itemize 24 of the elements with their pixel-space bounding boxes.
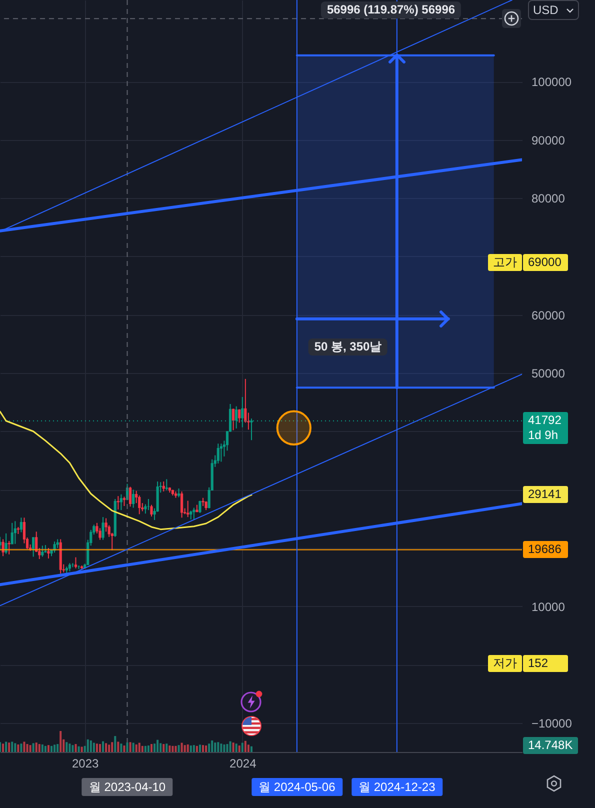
y-tick-label: 50000: [532, 366, 566, 381]
dropdown: USD: [528, 0, 579, 20]
annotation: 저가: [493, 656, 517, 672]
ref-line-label: 월 2024-05-06: [258, 780, 336, 794]
y-tick-label: 60000: [532, 308, 566, 322]
y-tick-label: 10000: [532, 600, 566, 614]
y-tick-label: −10000: [532, 716, 572, 730]
y-tick-label: 80000: [532, 192, 566, 206]
annotation: 50 봉, 350날: [308, 338, 388, 356]
ref-line-label: 월 2023-04-10: [88, 780, 166, 794]
text: 152: [528, 656, 550, 672]
y-tick-label: 90000: [532, 133, 566, 148]
annotation: 56996 (119.87%) 56996: [320, 1, 462, 18]
x-tick-label: 2024: [230, 756, 257, 770]
text: 14.748K: [528, 738, 573, 753]
ref-line-label: 월 2024-12-23: [358, 780, 436, 794]
text: 69000: [528, 255, 562, 270]
ref-line-label: 19686: [528, 542, 562, 558]
y-tick-label: 100000: [532, 75, 572, 90]
text: 29141: [528, 487, 562, 502]
ref-line-label: 41792: [528, 413, 562, 428]
annotation: 고가: [493, 255, 517, 270]
text: 1d 9h: [528, 428, 560, 444]
x-tick-label: 2023: [72, 756, 100, 770]
